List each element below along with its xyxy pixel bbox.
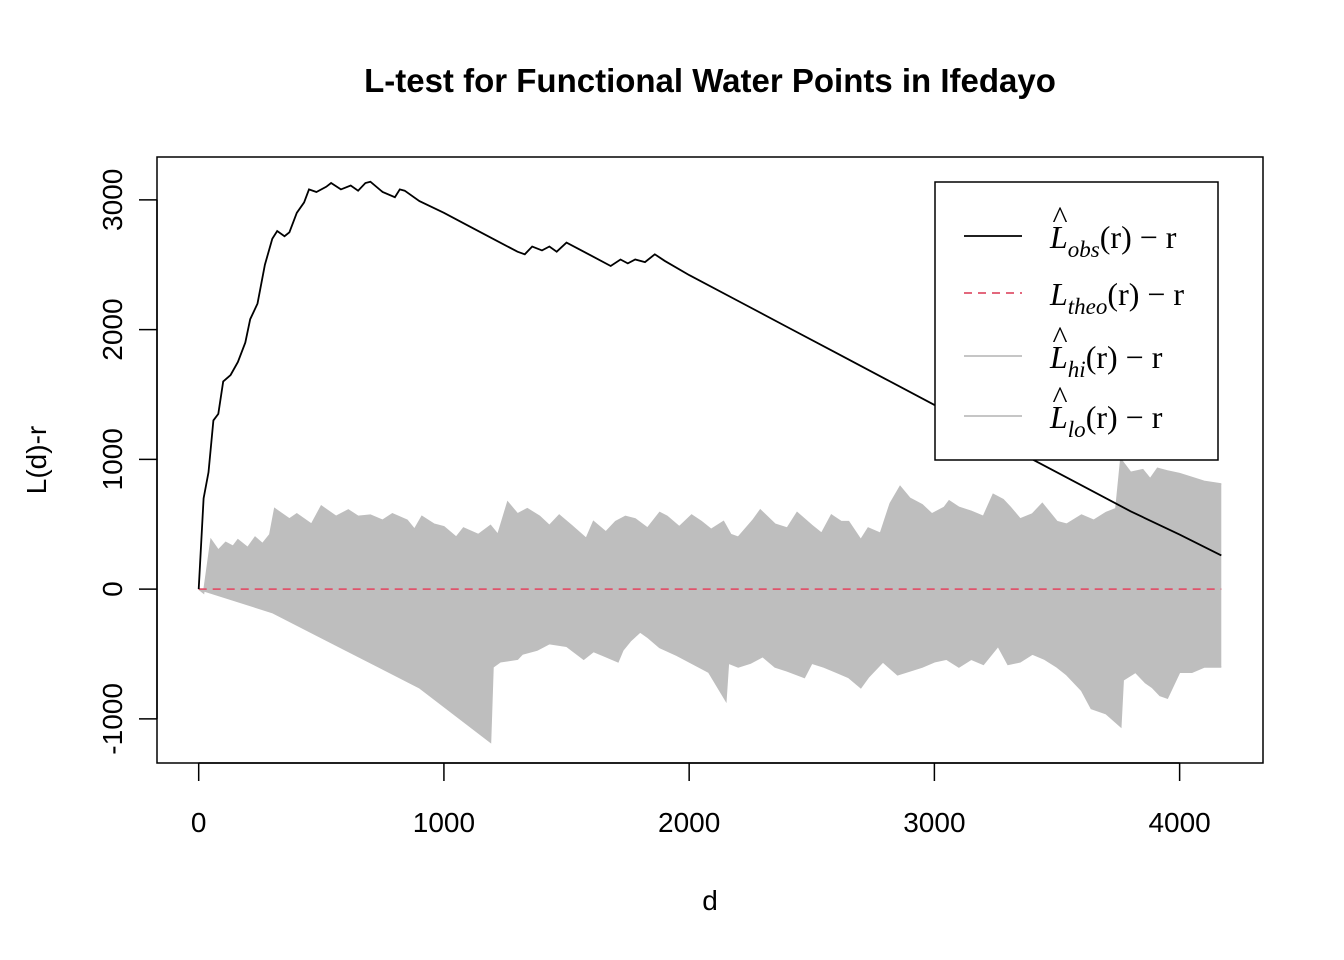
y-tick-label: 3000: [97, 169, 128, 231]
x-tick-label: 1000: [413, 807, 475, 838]
legend-hat-lo: ^: [1052, 379, 1067, 415]
legend-hat-obs: ^: [1052, 199, 1067, 235]
y-tick-label: 1000: [97, 428, 128, 490]
envelope-band: [198, 459, 1222, 743]
legend-hat-hi: ^: [1052, 319, 1067, 355]
chart-title: L-test for Functional Water Points in If…: [364, 62, 1056, 99]
series-lines: [197, 180, 1222, 744]
x-axis-label: d: [702, 885, 718, 916]
y-tick-label: 0: [97, 581, 128, 597]
legend-label-lo: Llo(r) − r: [1049, 399, 1163, 442]
y-tick-label: 2000: [97, 298, 128, 360]
series-lo-line: [198, 588, 1222, 744]
legend-label-hi: Lhi(r) − r: [1049, 339, 1163, 382]
x-axis: 0 1000 2000 3000 4000: [191, 762, 1211, 838]
x-tick-label: 4000: [1148, 807, 1210, 838]
y-axis-label: L(d)-r: [21, 426, 52, 494]
series-hi-line: [198, 457, 1222, 595]
y-axis: -1000 0 1000 2000 3000: [97, 169, 158, 755]
legend-label-obs: Lobs(r) − r: [1049, 219, 1177, 262]
x-tick-label: 3000: [903, 807, 965, 838]
legend-label-theo: Ltheo(r) − r: [1049, 276, 1184, 319]
legend-box: [934, 181, 1219, 461]
x-tick-label: 0: [191, 807, 207, 838]
y-tick-label: -1000: [97, 683, 128, 755]
envelope-fill: [198, 459, 1222, 743]
series-obs-line: [197, 180, 1222, 590]
x-tick-label: 2000: [658, 807, 720, 838]
